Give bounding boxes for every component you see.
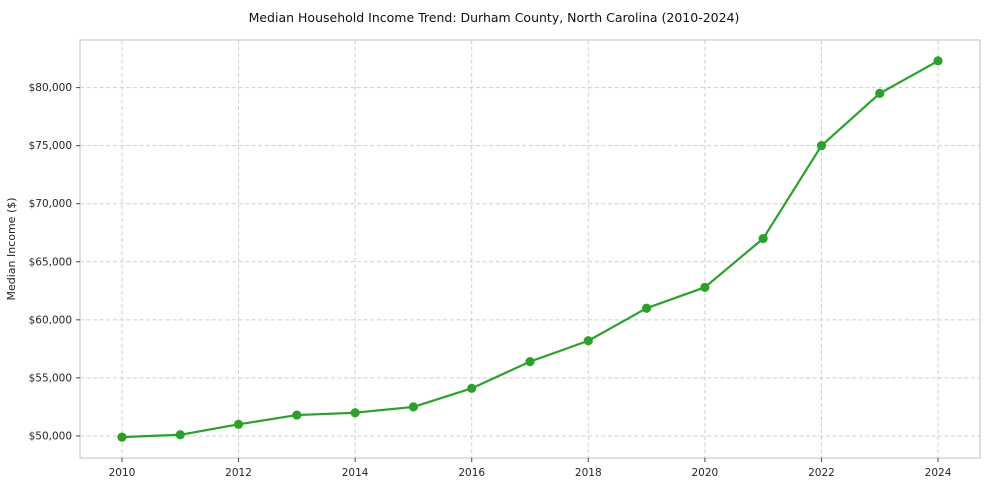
data-point: [175, 430, 185, 440]
data-point: [525, 357, 535, 367]
x-tick-label: 2022: [808, 467, 835, 479]
data-point: [583, 336, 593, 346]
data-point: [408, 402, 419, 412]
x-tick-label: 2014: [342, 467, 369, 479]
y-tick-label: $55,000: [29, 372, 72, 384]
data-point: [233, 419, 244, 429]
data-point: [758, 233, 768, 244]
y-tick-label: $60,000: [29, 314, 72, 326]
chart-title: Median Household Income Trend: Durham Co…: [249, 10, 740, 25]
y-axis-label: Median Income ($): [5, 197, 18, 300]
data-point: [875, 88, 885, 99]
plot-area: $50,000 $55,000 $60,000 $65,000 $70,000 $75,0…: [29, 39, 981, 479]
income-trend-line: [121, 59, 939, 439]
x-tick-label: 2024: [925, 467, 952, 479]
y-tick-label: $80,000: [29, 82, 72, 94]
data-point: [641, 303, 652, 313]
data-point: [117, 432, 127, 442]
y-tick-label: $65,000: [29, 256, 72, 268]
x-tick-label: 2010: [109, 467, 136, 479]
data-point: [700, 282, 710, 292]
data-point: [467, 383, 477, 393]
plot-frame: [79, 39, 981, 459]
data-point: [350, 408, 360, 418]
data-point: [933, 56, 943, 66]
data-point: [816, 141, 827, 151]
x-tick-label: 2020: [692, 467, 719, 479]
y-tick-label: $50,000: [29, 430, 72, 442]
x-tick-label: 2018: [575, 467, 602, 479]
y-tick-label: $75,000: [29, 140, 72, 152]
x-tick-label: 2016: [458, 467, 485, 479]
x-tick-label: 2012: [225, 467, 252, 479]
y-tick-label: $70,000: [29, 198, 72, 210]
data-point: [292, 410, 302, 420]
